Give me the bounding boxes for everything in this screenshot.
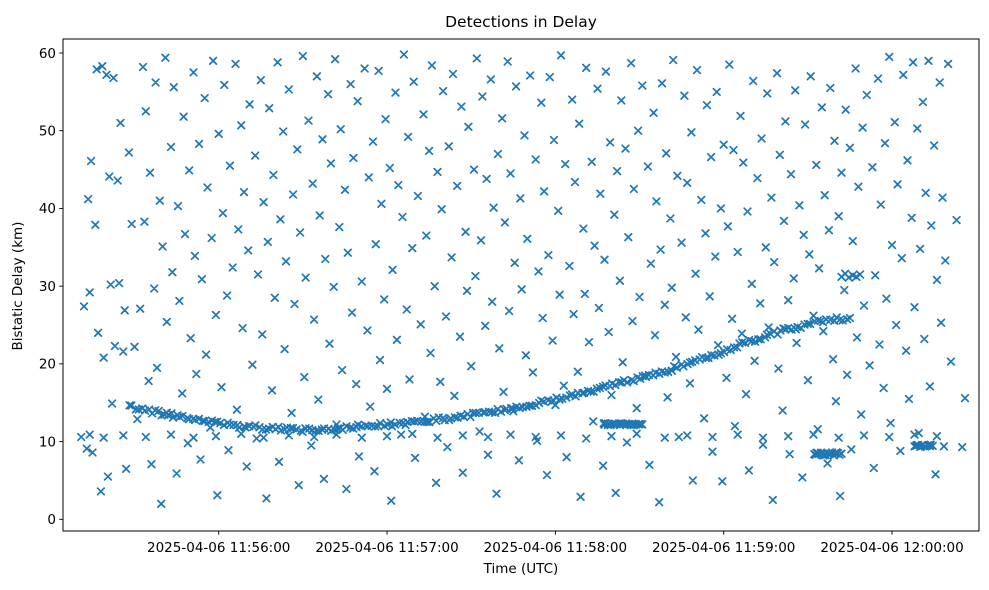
plot-border <box>62 38 980 532</box>
y-tick-label: 30 <box>39 279 56 295</box>
x-tick-label: 2025-04-06 11:56:00 <box>147 540 290 556</box>
x-tick-label: 2025-04-06 11:59:00 <box>652 540 795 556</box>
y-tick-label: 60 <box>39 46 56 62</box>
y-tick-label: 50 <box>39 124 56 140</box>
x-tick-label: 2025-04-06 11:58:00 <box>484 540 627 556</box>
chart-title: Detections in Delay <box>445 13 597 31</box>
x-tick-label: 2025-04-06 12:00:00 <box>820 540 963 556</box>
y-tick-label: 0 <box>47 512 56 528</box>
detection-markers <box>77 50 970 508</box>
detection-marker-path <box>77 50 970 508</box>
y-tick-label: 40 <box>39 201 56 217</box>
x-tick-label: 2025-04-06 11:57:00 <box>315 540 458 556</box>
x-axis-ticks: 2025-04-06 11:56:00 2025-04-06 11:57:00 20… <box>147 531 964 556</box>
y-axis-ticks: 0 10 20 30 40 50 60 <box>39 46 63 528</box>
y-tick-label: 10 <box>39 434 56 450</box>
x-axis-title: Time (UTC) <box>483 561 559 577</box>
y-axis-title: Bistatic Delay (km) <box>10 221 26 351</box>
y-tick-label: 20 <box>39 357 56 373</box>
